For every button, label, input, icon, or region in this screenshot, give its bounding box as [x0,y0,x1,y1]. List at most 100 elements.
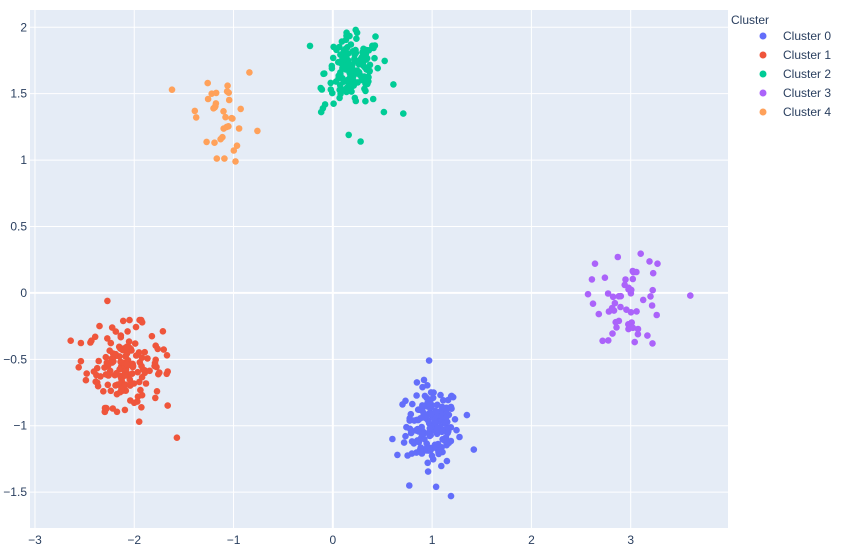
data-point [599,337,606,345]
data-point [648,302,656,309]
data-point [102,353,110,361]
data-point [437,391,444,399]
data-point [222,113,229,121]
data-point [424,459,432,467]
data-point [224,82,231,89]
data-point [75,364,82,371]
data-point [115,343,123,351]
data-point [212,100,220,107]
data-point [95,357,102,365]
data-point [653,311,660,319]
data-point [394,451,401,459]
data-point [420,376,428,384]
data-point [354,79,362,86]
data-point [229,115,236,122]
data-point [380,108,388,116]
x-axis-ticks: −3 −2 −1 0 1 2 3 [28,533,634,547]
data-point [588,276,596,283]
data-point [402,432,409,440]
data-point [105,371,113,379]
x-tick-label: 3 [627,533,634,547]
data-point [146,367,153,375]
data-point [409,400,416,408]
data-point [381,57,389,65]
data-point [93,379,101,386]
legend-item[interactable]: Cluster 1 [759,48,832,62]
data-point [340,47,348,55]
data-point [637,250,644,257]
data-point [649,269,657,277]
legend-label: Cluster 2 [783,67,831,81]
data-point [406,415,414,422]
data-point [204,95,212,103]
data-point [122,352,129,360]
data-point [126,316,133,324]
data-point [336,94,343,102]
data-points [67,26,694,500]
data-point [151,359,159,367]
data-point [321,101,329,108]
data-point [130,399,138,407]
data-point [348,88,355,95]
data-point [220,108,227,115]
data-point [432,483,440,491]
data-point [106,347,113,355]
series-cluster-2 [306,26,407,145]
data-point [138,319,146,326]
data-point [77,357,85,365]
y-tick-label: −1.5 [3,485,27,499]
data-point [101,364,108,371]
data-point [112,382,119,389]
data-point [595,310,603,318]
data-point [343,32,350,40]
y-tick-label: 0.5 [10,219,27,233]
data-point [330,43,337,51]
data-point [435,449,442,456]
data-point [318,86,326,93]
data-point [649,286,656,294]
data-point [400,110,407,117]
x-tick-label: −2 [127,533,141,547]
data-point [112,350,119,358]
data-point [426,425,434,432]
data-point [159,328,167,335]
legend-marker [759,51,767,59]
data-point [366,61,374,69]
data-point [613,324,620,331]
y-tick-label: 1 [20,153,27,167]
data-point [424,468,432,475]
x-tick-label: 2 [528,533,535,547]
data-point [463,411,471,419]
data-point [633,268,640,276]
y-tick-label: −0.5 [3,352,27,366]
data-point [434,440,442,448]
data-point [644,332,651,339]
data-point [429,456,437,463]
data-point [470,446,478,453]
legend[interactable]: Cluster Cluster 0 Cluster 1 Cluster 2 Clust… [731,13,831,119]
series-cluster-1 [67,297,181,442]
legend-item[interactable]: Cluster 0 [759,29,832,43]
data-point [335,72,343,79]
data-point [605,337,612,344]
legend-item[interactable]: Cluster 4 [759,105,832,119]
data-point [122,372,129,379]
data-point [649,340,656,347]
data-point [419,383,426,391]
data-point [154,345,161,353]
data-point [443,457,451,465]
data-point [345,131,353,139]
legend-item[interactable]: Cluster 3 [759,86,832,100]
data-point [203,138,210,146]
data-point [138,391,146,399]
data-point [123,360,131,368]
data-point [118,385,125,393]
data-point [327,79,335,87]
data-point [438,403,446,411]
data-point [104,381,112,389]
data-point [415,428,422,435]
legend-item[interactable]: Cluster 2 [759,67,832,81]
data-point [102,404,110,412]
data-point [364,80,371,88]
